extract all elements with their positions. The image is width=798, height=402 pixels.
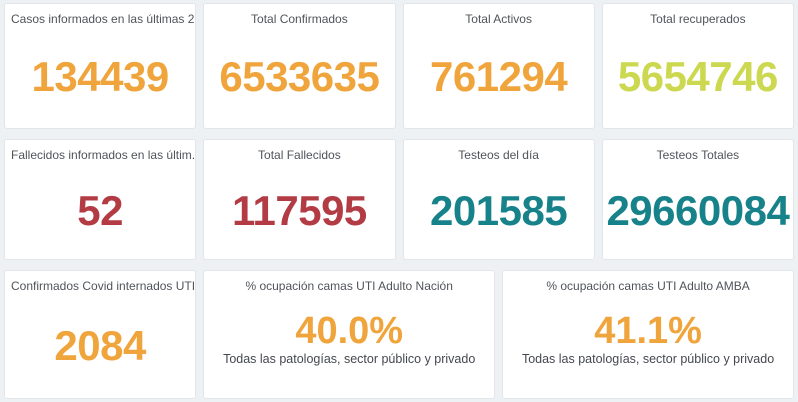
panel-title[interactable]: Testeos Totales <box>656 148 740 162</box>
stat-value-block: 40.0% Todas las patologías, sector públi… <box>204 293 494 398</box>
stat-panel-fallecidos-ultimas: Fallecidos informados en las últim... 52 <box>4 139 197 260</box>
stat-panel-testeos-del-dia: Testeos del día 201585 <box>402 139 595 260</box>
panel-title[interactable]: Total Activos <box>465 12 532 26</box>
stat-value: 201585 <box>430 186 568 234</box>
stat-value: 2084 <box>54 321 146 369</box>
panel-title[interactable]: Total Fallecidos <box>258 148 341 162</box>
panel-title[interactable]: Testeos del día <box>458 148 539 162</box>
stat-value: 40.0% <box>295 309 404 352</box>
panel-title[interactable]: % ocupación camas UTI Adulto AMBA <box>546 279 750 293</box>
stat-panel-ocupacion-uti-amba: % ocupación camas UTI Adulto AMBA 41.1% … <box>502 270 794 399</box>
stat-value: 29660084 <box>606 186 790 234</box>
stat-value: 761294 <box>430 53 568 100</box>
stat-value: 117595 <box>231 186 367 234</box>
stat-panel-testeos-totales: Testeos Totales 29660084 <box>601 139 794 260</box>
stat-panel-total-activos: Total Activos 761294 <box>402 3 595 129</box>
panel-title[interactable]: % ocupación camas UTI Adulto Nación <box>245 279 453 293</box>
panel-title[interactable]: Fallecidos informados en las últim... <box>11 148 196 162</box>
stat-subtitle: Todas las patologías, sector público y p… <box>521 351 775 366</box>
panel-title[interactable]: Total recuperados <box>650 12 746 26</box>
stat-panel-total-confirmados: Total Confirmados 6533635 <box>203 3 396 129</box>
stat-value: 5654746 <box>617 53 779 100</box>
panel-title[interactable]: Casos informados en las últimas 2... <box>11 12 196 26</box>
stat-value: 6533635 <box>219 53 380 100</box>
panel-title[interactable]: Total Confirmados <box>251 12 348 26</box>
stat-subtitle: Todas las patologías, sector público y p… <box>223 351 476 366</box>
stat-panel-total-recuperados: Total recuperados 5654746 <box>601 3 794 129</box>
stat-value: 134439 <box>31 53 170 100</box>
panel-title[interactable]: Confirmados Covid internados UTI <box>11 279 196 293</box>
stat-panel-casos-ultimas-24h: Casos informados en las últimas 2... 134… <box>4 3 197 129</box>
stat-value-block: 41.1% Todas las patologías, sector públi… <box>503 293 793 398</box>
stat-panel-ocupacion-uti-nacion: % ocupación camas UTI Adulto Nación 40.0… <box>203 270 496 399</box>
stat-value: 41.1% <box>594 309 702 352</box>
stat-panel-total-fallecidos: Total Fallecidos 117595 <box>203 139 396 260</box>
stat-value: 52 <box>77 186 123 234</box>
stat-panel-confirmados-uti: Confirmados Covid internados UTI 2084 <box>4 270 197 399</box>
